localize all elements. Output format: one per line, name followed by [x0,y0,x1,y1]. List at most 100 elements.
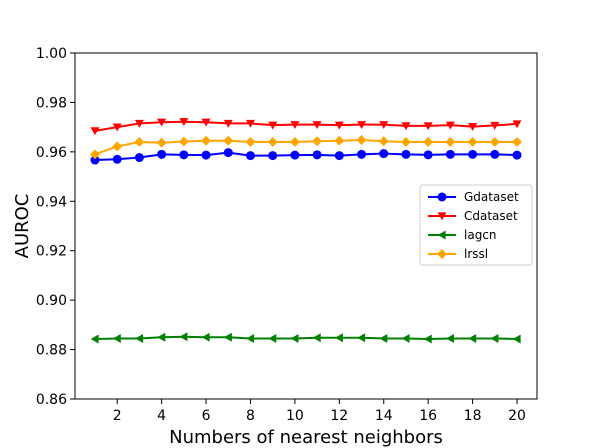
data-point-gdataset [157,149,167,159]
legend-label: Gdataset [464,190,519,204]
data-point-cdataset [468,123,478,131]
plot-area [90,118,522,344]
data-point-cdataset [90,127,100,136]
y-tick-label: 0.94 [36,194,67,210]
plot-frame [74,52,538,400]
data-point-lrssl [245,137,256,147]
data-point-lagcn [512,334,521,344]
data-point-lagcn [379,333,388,343]
data-point-gdataset [312,150,322,160]
axes: 2 4 6 8 10 12 14 16 18 20 0.86 0.88 0.90 0.92 0.94 0.96… [36,46,538,424]
y-tick-label: 1.00 [36,46,67,62]
legend-box [419,184,533,266]
legend-label: lrssl [464,247,488,261]
data-point-gdataset [223,148,233,158]
legend-marker-lagcn [437,230,446,240]
data-point-cdataset [423,122,433,131]
data-point-gdataset [268,151,278,161]
data-point-lrssl [512,137,522,147]
legend-marker-lrssl [437,249,447,259]
y-tick-label: 0.96 [36,145,67,161]
data-point-gdataset [134,153,144,163]
y-tick-label: 0.88 [36,343,67,359]
data-point-lrssl [312,136,323,147]
y-axis-title: AUROC [12,194,33,259]
data-point-lagcn [468,333,477,343]
x-tick-label: 2 [113,408,122,424]
data-point-lrssl [201,135,211,146]
data-point-gdataset [379,149,389,159]
x-tick-label: 8 [246,408,255,424]
data-point-gdataset [334,151,344,161]
data-point-cdataset [334,121,344,130]
data-point-cdataset [401,122,411,131]
data-point-cdataset [512,120,522,129]
data-point-gdataset [401,149,411,159]
data-point-lrssl [267,137,278,147]
data-point-lrssl [134,137,145,147]
data-point-lrssl [489,137,500,147]
y-tick-label: 0.90 [36,293,67,309]
legend-label: lagcn [464,228,497,242]
data-point-gdataset [245,151,255,161]
x-tick-label: 10 [286,408,304,424]
data-point-lrssl [378,136,389,147]
data-point-gdataset [179,150,189,160]
legend-marker-gdataset [437,192,447,202]
data-point-lrssl [112,141,123,152]
data-point-lrssl [178,136,189,147]
x-axis-title: Numbers of nearest neighbors [169,427,443,448]
data-point-gdataset [423,150,433,160]
x-tick-label: 12 [330,408,348,424]
data-point-lrssl [401,137,411,147]
data-point-gdataset [512,150,522,160]
data-point-lrssl [223,135,234,146]
legend-marker-cdataset [437,212,447,221]
data-point-cdataset [445,121,455,130]
data-point-cdataset [290,121,300,129]
x-tick-label: 20 [508,408,526,424]
data-point-lagcn [246,333,255,343]
data-point-cdataset [134,119,144,128]
data-point-cdataset [312,121,322,129]
y-tick-label: 0.98 [36,95,67,111]
data-point-lagcn [179,332,188,342]
data-point-cdataset [157,118,167,127]
y-tick-label: 0.86 [36,392,67,408]
data-point-cdataset [268,121,278,130]
data-point-gdataset [201,150,211,160]
data-point-lagcn [357,333,366,343]
data-point-lagcn [401,333,410,343]
data-point-lagcn [490,333,499,343]
data-point-lrssl [445,137,456,147]
y-tick-label: 0.92 [36,244,67,260]
x-tick-label: 6 [202,408,211,424]
x-tick-label: 18 [464,408,482,424]
data-point-lrssl [334,135,345,146]
data-point-lagcn [112,333,121,343]
data-point-cdataset [179,118,189,126]
data-point-cdataset [112,123,122,132]
data-point-lrssl [156,137,167,148]
data-point-cdataset [245,119,255,128]
series-line-cdataset [94,120,518,132]
data-point-lagcn [290,333,299,343]
legend-label: Cdataset [464,209,518,223]
data-point-gdataset [112,154,122,164]
data-point-lagcn [223,332,232,342]
data-point-lagcn [268,333,277,343]
data-point-cdataset [490,121,500,130]
data-point-lagcn [446,333,454,343]
data-point-lagcn [312,333,321,343]
data-point-lagcn [335,333,343,343]
data-point-gdataset [357,149,367,159]
x-tick-label: 16 [419,408,437,424]
data-point-cdataset [201,118,211,127]
legend: Gdataset Cdataset lagcn lrssl [419,184,533,266]
data-point-cdataset [357,121,367,129]
x-tick-label: 14 [375,408,393,424]
data-point-lagcn [135,333,144,343]
data-point-lrssl [423,137,434,147]
data-point-gdataset [468,149,478,159]
